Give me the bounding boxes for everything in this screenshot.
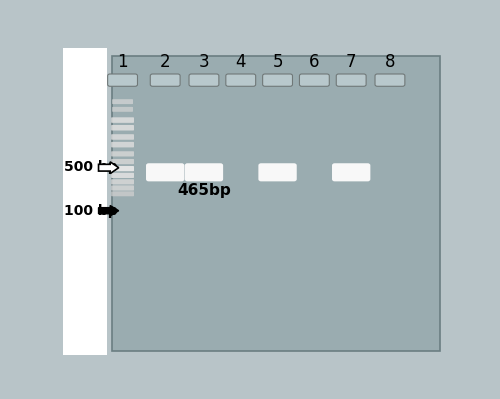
FancyBboxPatch shape bbox=[262, 74, 292, 86]
FancyBboxPatch shape bbox=[111, 159, 134, 164]
FancyBboxPatch shape bbox=[146, 163, 184, 182]
Text: 5: 5 bbox=[272, 53, 283, 71]
FancyBboxPatch shape bbox=[111, 179, 134, 184]
FancyBboxPatch shape bbox=[108, 74, 138, 86]
FancyBboxPatch shape bbox=[111, 151, 134, 156]
FancyBboxPatch shape bbox=[336, 74, 366, 86]
FancyBboxPatch shape bbox=[150, 74, 180, 86]
Text: 7: 7 bbox=[346, 53, 356, 71]
FancyBboxPatch shape bbox=[111, 192, 134, 196]
FancyBboxPatch shape bbox=[111, 134, 134, 140]
Text: 8: 8 bbox=[384, 53, 395, 71]
FancyBboxPatch shape bbox=[111, 125, 134, 130]
Bar bbox=[112, 55, 440, 350]
FancyBboxPatch shape bbox=[111, 173, 134, 178]
Text: 4: 4 bbox=[236, 53, 246, 71]
FancyBboxPatch shape bbox=[375, 74, 405, 86]
FancyBboxPatch shape bbox=[111, 117, 134, 123]
FancyBboxPatch shape bbox=[112, 107, 133, 112]
Bar bbox=[62, 48, 107, 355]
Text: 465bp: 465bp bbox=[177, 183, 231, 198]
Text: 2: 2 bbox=[160, 53, 170, 71]
FancyBboxPatch shape bbox=[111, 186, 134, 191]
Text: 6: 6 bbox=[309, 53, 320, 71]
Text: 3: 3 bbox=[198, 53, 209, 71]
FancyBboxPatch shape bbox=[226, 74, 256, 86]
FancyBboxPatch shape bbox=[300, 74, 330, 86]
Text: 1: 1 bbox=[117, 53, 128, 71]
FancyBboxPatch shape bbox=[111, 166, 134, 171]
FancyArrow shape bbox=[98, 162, 118, 174]
FancyBboxPatch shape bbox=[111, 142, 134, 147]
FancyBboxPatch shape bbox=[332, 163, 370, 182]
FancyBboxPatch shape bbox=[185, 163, 223, 182]
Text: 100 bp: 100 bp bbox=[64, 204, 118, 218]
FancyBboxPatch shape bbox=[258, 163, 296, 182]
FancyArrow shape bbox=[98, 205, 118, 216]
FancyBboxPatch shape bbox=[189, 74, 219, 86]
FancyBboxPatch shape bbox=[112, 99, 133, 104]
Text: 500 bp: 500 bp bbox=[64, 160, 118, 174]
